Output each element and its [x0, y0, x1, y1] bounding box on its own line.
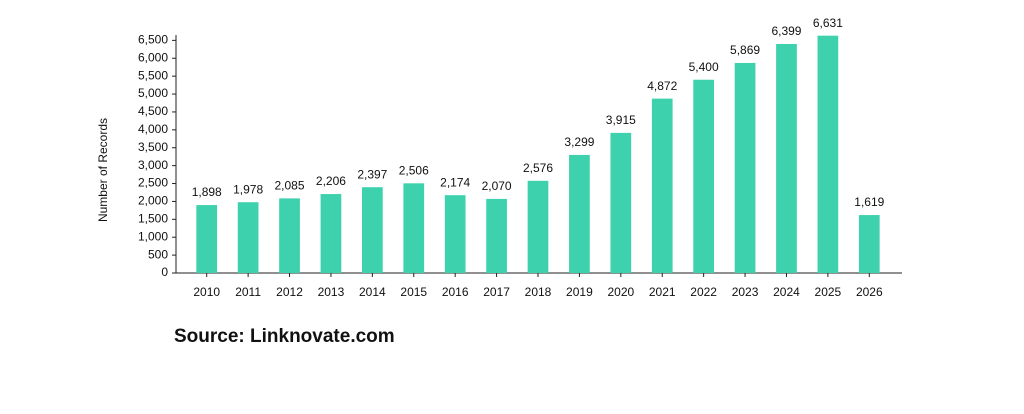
y-axis-label: Number of Records [96, 118, 110, 222]
x-tick-label: 2017 [483, 285, 510, 299]
value-label: 2,206 [316, 174, 346, 188]
x-tick-label: 2015 [400, 285, 427, 299]
y-tick-label: 2,500 [138, 176, 168, 190]
value-label: 3,299 [564, 135, 594, 149]
value-label: 2,070 [482, 179, 512, 193]
x-tick-label: 2014 [359, 285, 386, 299]
x-tick-label: 2025 [815, 285, 842, 299]
bar [196, 205, 218, 273]
x-tick-label: 2011 [235, 285, 261, 299]
x-tick-label: 2022 [690, 285, 717, 299]
y-tick-label: 500 [148, 247, 168, 261]
y-tick-label: 0 [161, 265, 168, 279]
bar [237, 202, 259, 273]
y-tick-label: 4,500 [138, 104, 168, 118]
bar [569, 154, 590, 273]
x-tick-label: 2024 [773, 285, 800, 299]
value-label: 1,978 [233, 182, 263, 196]
source: Source: Linknovate.com [174, 326, 395, 347]
y-tick-label: 4,000 [138, 122, 168, 136]
x-tick-label: 2018 [525, 285, 552, 299]
value-label: 5,869 [730, 43, 760, 57]
x-tick-label: 2013 [318, 285, 345, 299]
y-tick-label: 5,500 [138, 68, 168, 82]
value-label: 4,872 [647, 79, 677, 93]
y-tick-label: 6,000 [138, 50, 168, 64]
x-tick-label: 2020 [607, 285, 634, 299]
value-label: 5,400 [689, 60, 719, 74]
y-tick-label: 2,000 [138, 194, 168, 208]
bar [693, 79, 714, 273]
value-label: 2,085 [275, 179, 305, 193]
y-tick-label: 1,000 [138, 229, 168, 243]
x-tick-label: 2019 [566, 285, 593, 299]
bar [776, 43, 797, 274]
y-tick-label: 3,000 [138, 158, 168, 172]
y-tick-label: 3,500 [138, 140, 168, 154]
value-label: 2,506 [399, 163, 429, 177]
value-label: 3,915 [606, 113, 636, 127]
bar [444, 195, 466, 273]
x-tick-label: 2023 [732, 285, 759, 299]
bar [403, 183, 425, 273]
x-tick-label: 2016 [442, 285, 469, 299]
bar [320, 194, 342, 273]
value-label: 2,174 [440, 175, 470, 189]
x-tick-label: 2021 [649, 285, 676, 299]
bar [858, 215, 880, 273]
x-tick-label: 2010 [193, 285, 220, 299]
bar [279, 198, 300, 273]
y-tick-label: 1,500 [138, 211, 168, 225]
value-label: 1,898 [192, 185, 222, 199]
value-label: 6,631 [813, 16, 843, 30]
bar [362, 187, 383, 273]
bar [486, 198, 507, 273]
bar [651, 98, 673, 273]
value-label: 1,619 [854, 195, 884, 209]
y-tick-label: 5,000 [138, 86, 168, 100]
y-tick-label: 6,500 [138, 33, 168, 47]
value-label: 2,576 [523, 161, 553, 175]
bar [610, 132, 632, 273]
value-label: 2,397 [357, 167, 387, 181]
x-tick-label: 2026 [856, 285, 883, 299]
value-label: 6,399 [771, 24, 801, 38]
bar [734, 62, 756, 273]
bar [527, 180, 549, 273]
x-tick-label: 2012 [276, 285, 303, 299]
bar [817, 35, 839, 274]
